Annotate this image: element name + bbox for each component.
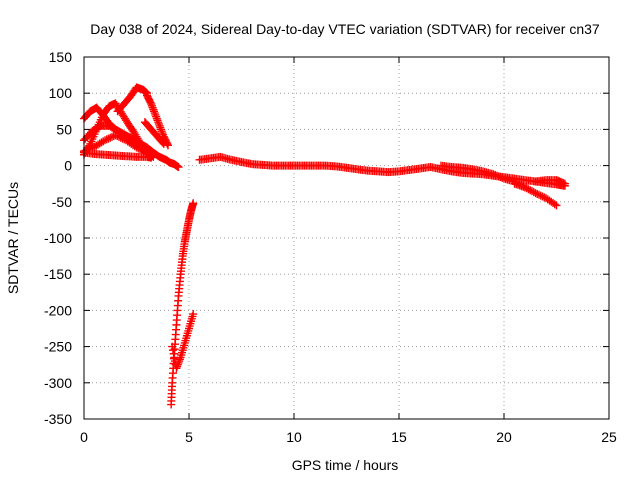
data-point <box>493 171 501 180</box>
data-point <box>116 133 125 142</box>
x-tick-label: 15 <box>391 429 407 445</box>
y-tick-label: -150 <box>44 266 72 282</box>
data-point <box>147 101 156 110</box>
y-tick-label: 50 <box>56 121 72 137</box>
data-point <box>154 119 163 128</box>
data-point <box>158 129 167 138</box>
data-point <box>108 132 116 141</box>
series-tail-2 <box>510 179 561 210</box>
data-point <box>158 138 167 147</box>
data-point <box>533 189 542 198</box>
data-point <box>159 139 168 148</box>
data-point <box>99 137 108 146</box>
x-tick-label: 5 <box>185 429 193 445</box>
x-axis-label: GPS time / hours <box>292 457 399 473</box>
data-point <box>134 144 143 153</box>
data-point <box>102 135 111 144</box>
data-point <box>106 133 115 142</box>
data-point <box>174 163 183 172</box>
data-point <box>524 185 533 194</box>
y-tick-label: -300 <box>44 375 72 391</box>
chart-title: Day 038 of 2024, Sidereal Day-to-day VTE… <box>90 21 600 37</box>
data-point <box>529 188 538 197</box>
series-arc-4 <box>80 131 151 157</box>
data-point <box>494 172 503 181</box>
x-tick-label: 0 <box>80 429 88 445</box>
data-point <box>172 364 181 373</box>
data-point <box>101 136 109 145</box>
data-point <box>560 179 569 188</box>
data-point <box>118 134 127 143</box>
y-tick-label: -50 <box>52 194 72 210</box>
data-point <box>496 173 505 182</box>
x-tick-label: 20 <box>496 429 512 445</box>
data-point <box>535 190 543 199</box>
data-point <box>164 141 172 150</box>
data-point <box>536 191 545 200</box>
y-axis-label: SDTVAR / TECUs <box>5 182 21 294</box>
series-tail-3 <box>531 176 569 188</box>
data-point <box>113 132 122 141</box>
y-tick-label: 150 <box>49 49 73 65</box>
data-point <box>111 131 120 140</box>
data-point <box>104 134 113 143</box>
axes: 0 5 10 15 20 25 150 100 50 0 -50 -100 -150 -200 -250 -3… <box>44 49 617 445</box>
series-drop-1 <box>167 199 198 409</box>
data-point <box>550 200 559 209</box>
data-point <box>147 153 156 162</box>
plot-frame <box>83 56 610 420</box>
data-point <box>538 192 547 201</box>
data-point <box>151 110 160 119</box>
data-point <box>521 183 529 192</box>
data-point <box>132 143 141 152</box>
data-point <box>526 186 535 195</box>
y-tick-label: 0 <box>64 158 72 174</box>
data-marks <box>80 83 569 409</box>
y-tick-label: -100 <box>44 230 72 246</box>
y-tick-label: -350 <box>44 411 72 427</box>
data-point <box>189 310 198 319</box>
data-point <box>491 171 500 180</box>
series-drop-2 <box>168 310 198 373</box>
y-tick-label: -200 <box>44 302 72 318</box>
grid <box>83 56 610 420</box>
data-point <box>136 145 144 154</box>
data-point <box>175 355 184 364</box>
data-point <box>189 199 198 208</box>
data-point <box>489 170 498 179</box>
data-point <box>552 201 561 210</box>
data-point <box>498 173 507 182</box>
data-point <box>531 189 540 198</box>
data-point <box>168 346 177 355</box>
series-arc-8 <box>140 118 168 148</box>
data-point <box>115 132 123 141</box>
x-tick-label: 25 <box>601 429 617 445</box>
series-arc-5 <box>80 148 156 162</box>
data-point <box>137 146 146 155</box>
y-tick-label: 100 <box>49 85 73 101</box>
data-point <box>528 187 536 196</box>
x-tick-label: 10 <box>286 429 302 445</box>
y-tick-label: -250 <box>44 339 72 355</box>
data-point <box>522 184 531 193</box>
